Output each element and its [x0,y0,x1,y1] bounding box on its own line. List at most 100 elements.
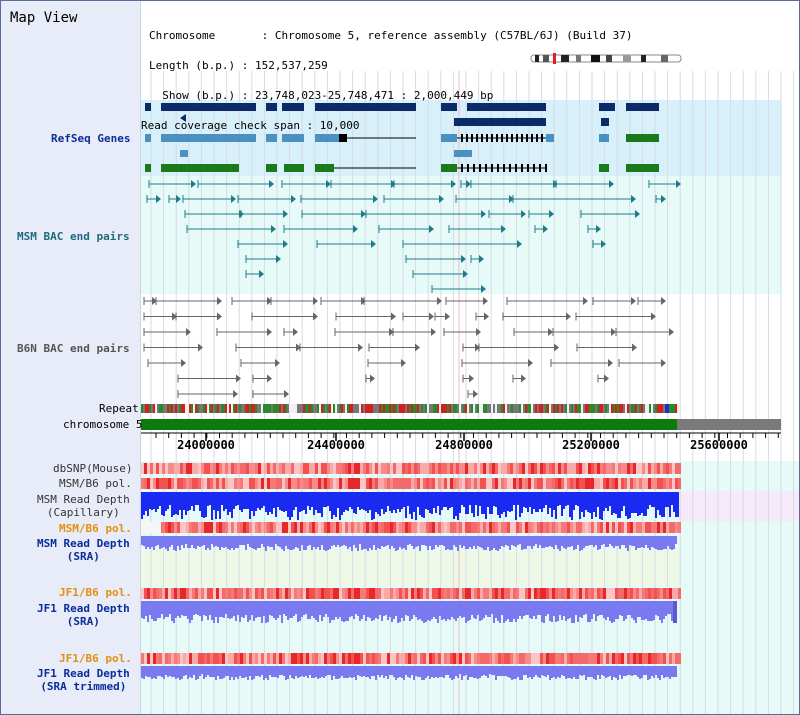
track-label-b6n-bac-end-pairs[interactable]: B6N BAC end pairs [17,342,130,355]
depth-bar [439,666,441,677]
density-cell [579,653,582,664]
depth-bar [553,601,555,616]
density-cell [630,478,633,489]
depth-bar [543,666,545,676]
density-cell [360,653,363,664]
density-cell [507,463,510,474]
density-cell [309,463,312,474]
depth-bar [517,666,519,677]
axis-tick-label: 24400000 [307,438,365,452]
b6n-bac-pair-arrow [469,374,474,383]
repeat-feature [639,404,641,413]
density-cell [555,478,558,489]
depth-bar [191,666,193,678]
repeat-feature [431,404,433,413]
repeat-feature [465,404,467,413]
density-cell [648,588,651,599]
depth-bar [233,492,235,509]
density-cell [204,653,207,664]
density-cell [360,522,363,533]
track-label-repeat[interactable]: Repeat [99,402,139,415]
depth-bar [465,536,467,549]
track-label-refseq-genes[interactable]: RefSeq Genes [51,132,131,145]
depth-bar [527,666,529,678]
depth-bar [275,536,277,544]
repeat-feature [549,404,551,413]
axis-tick-label: 25200000 [562,438,620,452]
depth-bar [417,601,419,620]
depth-bar [399,492,401,512]
gene-exon-block [486,134,488,142]
gene-exon-block [479,164,481,172]
depth-bar [473,536,475,546]
density-cell [651,588,654,599]
depth-bar [185,492,187,515]
density-cell [624,653,627,664]
depth-bar [503,666,505,676]
depth-bar [357,492,359,507]
density-cell [447,653,450,664]
msm-bac-pair-arrow [231,195,236,203]
repeat-feature [389,404,391,413]
depth-bar [199,601,201,616]
density-cell [189,478,192,489]
density-cell [627,478,630,489]
density-cell [576,653,579,664]
density-cell [330,653,333,664]
repeat-feature [599,404,601,413]
track-label-jf1-b6-pol-1[interactable]: JF1/B6 pol. [59,586,132,599]
repeat-feature [155,404,157,413]
track-label-jf1-read-depth-sra[interactable]: JF1 Read Depth (SRA) [37,602,130,628]
density-cell [657,588,660,599]
repeat-feature [643,404,645,413]
depth-bar [155,536,157,546]
depth-bar [197,536,199,546]
track-label-msm-bac-end-pairs[interactable]: MSM BAC end pairs [17,230,130,243]
density-cell [600,588,603,599]
track-label-msm-read-depth-sra[interactable]: MSM Read Depth (SRA) [37,537,130,563]
density-cell [210,463,213,474]
depth-bar [627,536,629,551]
depth-bar [447,666,449,675]
depth-bar [365,601,367,621]
track-label-jf1-b6-pol-2[interactable]: JF1/B6 pol. [59,652,132,665]
track-label-jf1-read-depth-trimmed[interactable]: JF1 Read Depth (SRA trimmed) [37,667,130,693]
depth-bar [515,492,517,520]
depth-bar [433,666,435,678]
track-label-msm-b6-pol-2[interactable]: MSM/B6 pol. [59,522,132,535]
depth-bar [149,536,151,549]
depth-bar [571,536,573,546]
density-cell [210,588,213,599]
repeat-feature [325,404,327,413]
depth-bar [145,601,147,616]
depth-bar [303,492,305,510]
density-cell [438,522,441,533]
depth-bar [339,536,341,547]
depth-bar [491,492,493,514]
depth-bar [543,601,545,623]
b6n-bac-pair-arrow [632,343,637,352]
density-cell [537,522,540,533]
track-label-msm-b6-pol-1[interactable]: MSM/B6 pol. [59,477,132,490]
repeat-feature [439,404,441,413]
depth-bar [521,492,523,513]
depth-bar [401,601,403,618]
density-cell [357,478,360,489]
depth-bar [645,536,647,545]
repeat-feature [657,404,659,413]
length-line: Length (b.p.) : 152,537,259 [149,59,328,72]
density-cell [639,588,642,599]
repeat-feature [311,404,313,413]
track-label-msm-read-depth-capillary[interactable]: MSM Read Depth (Capillary) [37,493,130,519]
density-cell [147,463,150,474]
density-cell [198,463,201,474]
depth-bar [323,666,325,678]
depth-bar [221,536,223,547]
density-cell [267,653,270,664]
repeat-feature [495,404,497,413]
repeat-feature [521,404,523,413]
depth-bar [263,666,265,680]
depth-bar [489,601,491,617]
track-label-dbsnp[interactable]: dbSNP(Mouse) [53,462,133,475]
